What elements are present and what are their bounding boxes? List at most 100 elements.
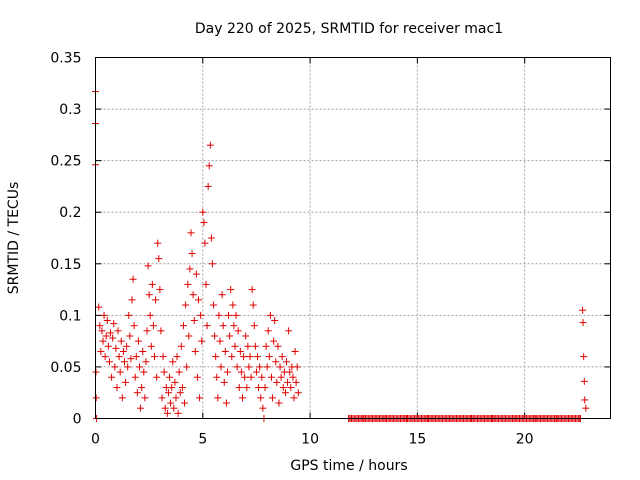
data-point xyxy=(217,363,225,371)
data-point xyxy=(139,347,147,355)
data-point xyxy=(235,384,243,392)
data-point xyxy=(111,363,119,371)
data-point xyxy=(278,353,286,361)
data-point xyxy=(282,358,290,366)
data-point xyxy=(115,353,123,361)
data-point xyxy=(275,399,283,407)
data-point xyxy=(272,358,280,366)
data-point xyxy=(193,373,201,381)
data-point xyxy=(103,317,111,325)
data-point xyxy=(109,334,117,342)
x-tick-label: 5 xyxy=(198,432,207,448)
data-point xyxy=(183,363,191,371)
data-point xyxy=(156,286,164,294)
x-tick-label: 15 xyxy=(408,432,426,448)
data-point xyxy=(254,353,262,361)
data-point xyxy=(197,311,205,319)
data-point xyxy=(167,399,175,407)
data-point xyxy=(143,327,151,335)
data-point xyxy=(236,347,244,355)
data-point xyxy=(256,363,264,371)
data-point xyxy=(172,394,180,402)
data-points xyxy=(92,88,590,422)
data-point xyxy=(276,363,284,371)
x-tick-label: 20 xyxy=(516,432,534,448)
data-point xyxy=(207,234,215,242)
data-point xyxy=(176,389,184,397)
data-point xyxy=(130,322,138,330)
y-tick-label: 0 xyxy=(73,412,82,428)
data-point xyxy=(133,389,141,397)
data-point xyxy=(206,141,214,149)
data-point xyxy=(120,358,128,366)
data-point xyxy=(243,384,251,392)
data-point xyxy=(110,320,118,328)
data-point xyxy=(208,260,216,268)
data-point xyxy=(170,404,178,412)
data-point xyxy=(124,363,132,371)
data-point xyxy=(168,384,176,392)
data-point xyxy=(290,394,298,402)
data-point xyxy=(108,373,116,381)
data-point xyxy=(214,394,222,402)
y-tick-label: 0.2 xyxy=(59,205,81,221)
data-point xyxy=(137,404,145,412)
data-point xyxy=(273,378,281,386)
data-point xyxy=(177,342,185,350)
data-point xyxy=(223,368,231,376)
y-tick-label: 0.1 xyxy=(59,308,81,324)
data-point xyxy=(186,265,194,273)
data-point xyxy=(232,311,240,319)
data-point xyxy=(95,303,103,311)
data-point xyxy=(205,162,213,170)
data-point xyxy=(285,327,293,335)
data-point xyxy=(246,353,254,361)
data-point xyxy=(281,389,289,397)
data-point xyxy=(211,332,219,340)
data-point xyxy=(218,291,226,299)
data-point xyxy=(112,344,120,352)
data-point xyxy=(221,347,229,355)
data-point xyxy=(225,311,233,319)
y-tick-label: 0.3 xyxy=(59,102,81,118)
data-point xyxy=(219,322,227,330)
data-point xyxy=(244,342,252,350)
data-point xyxy=(258,373,266,381)
data-point xyxy=(191,347,199,355)
data-point xyxy=(128,296,136,304)
data-point xyxy=(200,219,208,227)
data-point xyxy=(579,319,587,327)
data-point xyxy=(153,373,161,381)
data-point xyxy=(173,353,181,361)
data-point xyxy=(125,311,133,319)
data-point xyxy=(96,322,104,330)
x-axis-label: GPS time / hours xyxy=(290,458,407,474)
data-point xyxy=(113,384,121,392)
axes: 0 0.05 0.1 0.15 0.2 0.25 0.3 0.35 0 5 10 15 20 xyxy=(50,51,611,448)
data-point xyxy=(159,353,167,361)
data-point xyxy=(580,377,588,385)
data-point xyxy=(157,327,165,335)
data-point xyxy=(198,337,206,345)
data-point xyxy=(179,322,187,330)
data-point xyxy=(117,337,125,345)
data-point xyxy=(135,363,143,371)
data-point xyxy=(122,378,130,386)
data-point xyxy=(252,368,260,376)
data-point xyxy=(146,311,154,319)
data-point xyxy=(155,255,163,263)
data-point xyxy=(215,311,223,319)
data-point xyxy=(187,229,195,237)
data-point xyxy=(192,270,200,278)
data-point xyxy=(97,347,105,355)
data-point xyxy=(144,262,152,270)
data-point xyxy=(134,337,142,345)
y-tick-label: 0.25 xyxy=(50,154,81,170)
data-point xyxy=(119,347,127,355)
data-point xyxy=(100,311,108,319)
data-point xyxy=(228,353,236,361)
data-point xyxy=(292,378,300,386)
data-point xyxy=(264,327,272,335)
data-point xyxy=(262,342,270,350)
